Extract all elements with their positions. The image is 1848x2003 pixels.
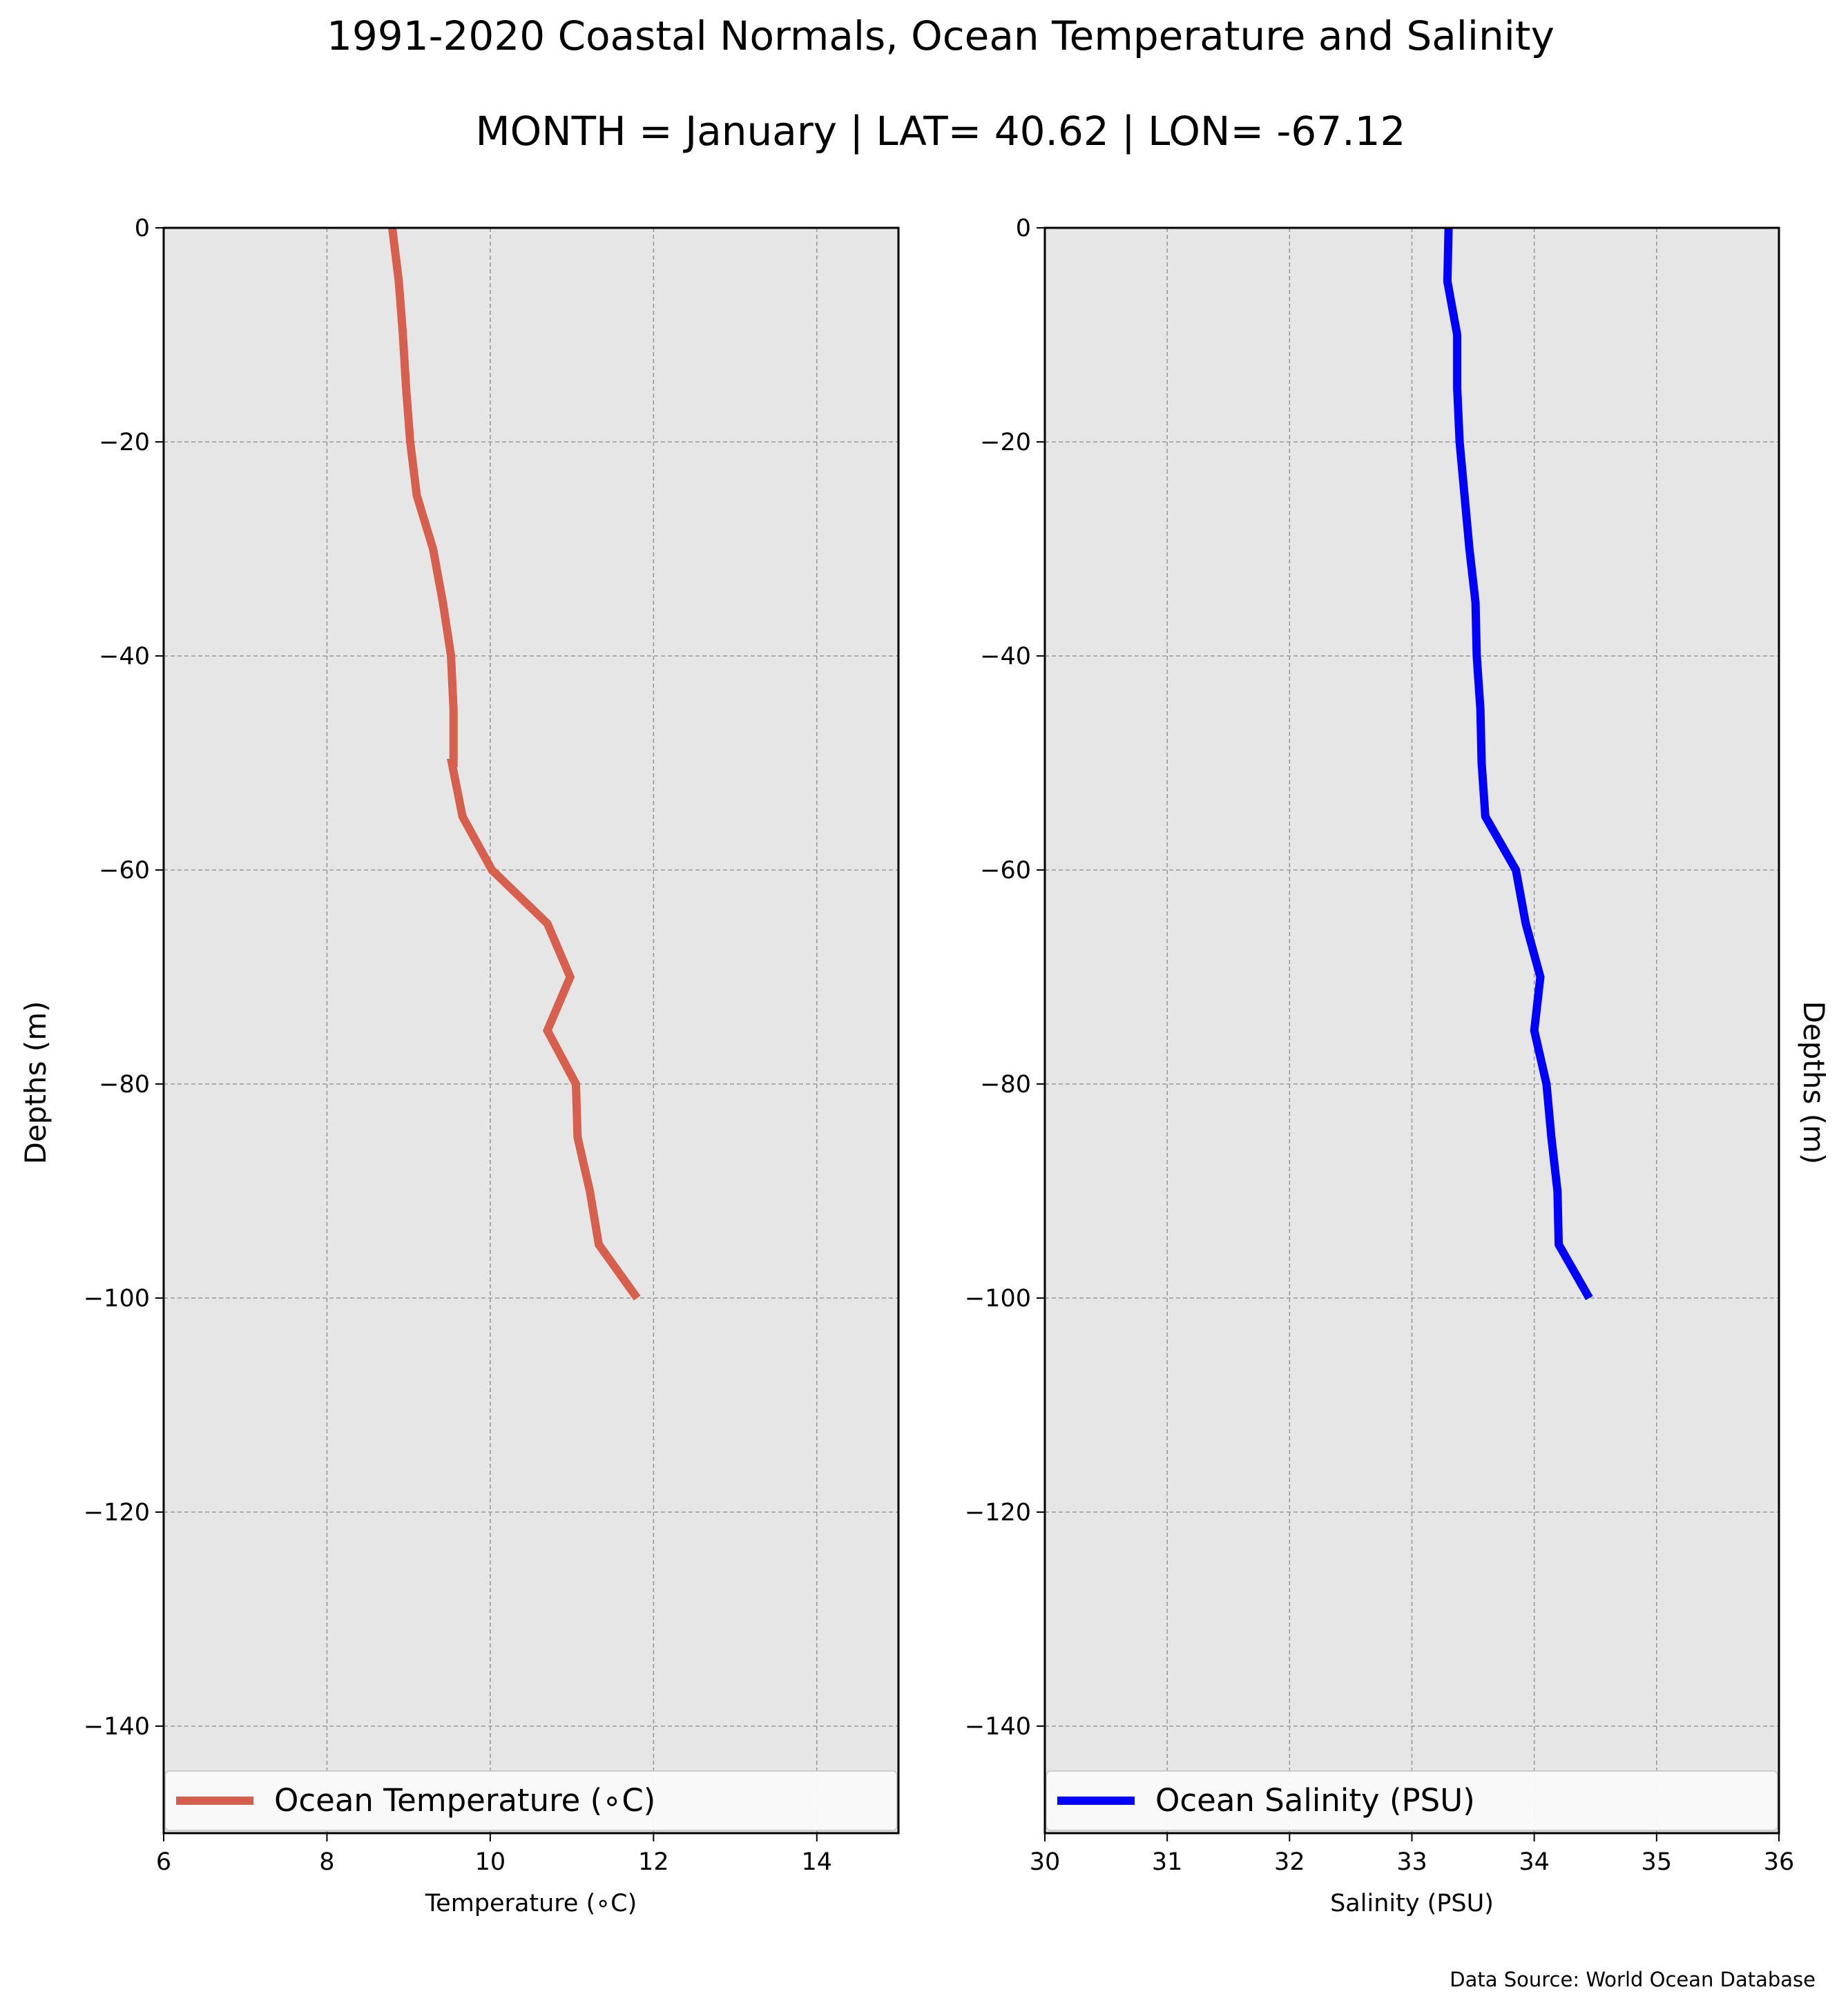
y-tick-label: −120	[84, 1499, 150, 1527]
legend-box	[164, 1770, 898, 1831]
series-line	[388, 227, 641, 1301]
y-tick-label: −100	[84, 1285, 150, 1313]
y-tick-label: −20	[99, 429, 150, 456]
x-tick-label: 6	[156, 1848, 171, 1876]
x-tick-label: 31	[1152, 1848, 1183, 1876]
x-tick-label: 14	[802, 1848, 833, 1876]
y-tick-label: −20	[980, 429, 1031, 456]
y-tick-label: −60	[99, 857, 150, 884]
series-line	[1443, 227, 1593, 1300]
temperature-chart: 6 8 10 12 14 0 −20 −40 −60 −80 −100 −120 −140 Tempera…	[84, 215, 900, 1917]
data-source-note: Data Source: World Ocean Database	[1450, 1968, 1816, 1991]
x-tick-label: 30	[1030, 1848, 1061, 1876]
x-tick-label: 12	[638, 1848, 669, 1876]
plot-background	[164, 228, 898, 1833]
right-y-axis-label: Depths (m)	[1797, 1001, 1831, 1165]
x-tick-label: 34	[1519, 1848, 1550, 1876]
legend-label: Ocean Salinity (PSU)	[1155, 1782, 1475, 1819]
y-tick-label: −40	[99, 643, 150, 670]
figure-title: 1991-2020 Coastal Normals, Ocean Tempera…	[327, 12, 1555, 59]
y-tick-label: −100	[965, 1285, 1031, 1313]
y-tick-label: −120	[965, 1499, 1031, 1527]
plot-frame	[1043, 226, 1780, 1835]
y-tick-label: −140	[965, 1713, 1031, 1741]
legend-label: Ocean Temperature (∘C)	[274, 1782, 655, 1819]
x-axis-label: Salinity (PSU)	[1330, 1890, 1494, 1917]
legend-box	[1046, 1770, 1778, 1831]
y-tick-label: −80	[99, 1071, 150, 1099]
x-tick-label: 33	[1396, 1848, 1427, 1876]
y-tick-label: −140	[84, 1713, 150, 1741]
plot-frame	[162, 226, 900, 1835]
x-tick-label: 10	[475, 1848, 506, 1876]
x-tick-label: 8	[319, 1848, 334, 1876]
x-tick-label: 35	[1642, 1848, 1673, 1876]
left-y-axis-label: Depths (m)	[19, 1001, 52, 1165]
y-tick-label: −80	[980, 1071, 1031, 1099]
x-axis-label: Temperature (∘C)	[425, 1890, 637, 1917]
x-tick-label: 32	[1274, 1848, 1305, 1876]
y-tick-label: −40	[980, 643, 1031, 670]
figure-subtitle: MONTH = January | LAT= 40.62 | LON= -67.…	[476, 108, 1406, 155]
y-tick-label: −60	[980, 857, 1031, 884]
salinity-chart: 30 31 32 33 34 35 36 0 −20 −40 −60 −80 −100 −120 −140 S…	[965, 215, 1794, 1917]
x-tick-label: 36	[1764, 1848, 1795, 1876]
y-tick-label: 0	[135, 215, 150, 242]
y-tick-label: 0	[1016, 215, 1031, 242]
